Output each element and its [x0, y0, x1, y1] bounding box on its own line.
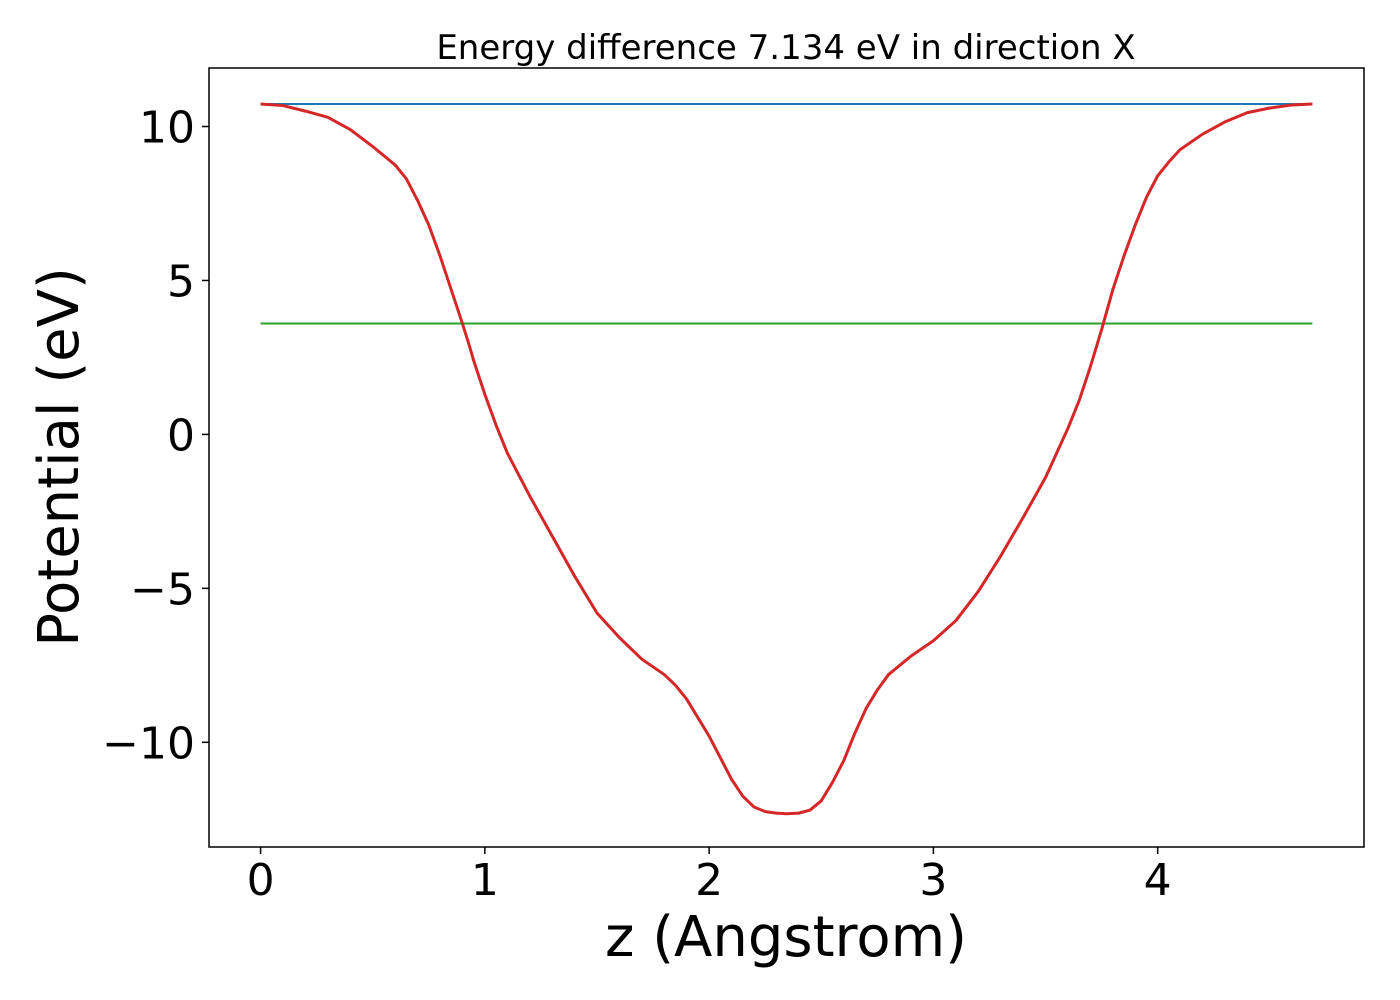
x-tick-label: 4 — [1144, 855, 1172, 906]
y-tick-label: 5 — [167, 256, 195, 307]
series-line-3 — [260, 102, 1313, 816]
x-tick-label: 3 — [919, 855, 947, 906]
chart-title: Energy difference 7.134 eV in direction … — [436, 28, 1135, 68]
y-tick-label: 0 — [167, 410, 195, 461]
series-layer — [260, 102, 1313, 816]
x-tick-label: 0 — [247, 855, 275, 906]
y-axis-ticks: −10 −5 0 5 10 — [102, 103, 209, 769]
plot-frame — [208, 67, 1365, 848]
y-axis-label: Potential (eV) — [27, 267, 92, 647]
x-tick-label: 1 — [471, 855, 499, 906]
x-axis-ticks: 0 1 2 3 4 — [247, 847, 1172, 906]
x-tick-label: 2 — [695, 855, 723, 906]
y-tick-label: 10 — [139, 103, 195, 154]
y-tick-label: −10 — [102, 718, 195, 769]
y-tick-label: −5 — [130, 564, 195, 615]
x-axis-label: z (Angstrom) — [605, 905, 967, 970]
